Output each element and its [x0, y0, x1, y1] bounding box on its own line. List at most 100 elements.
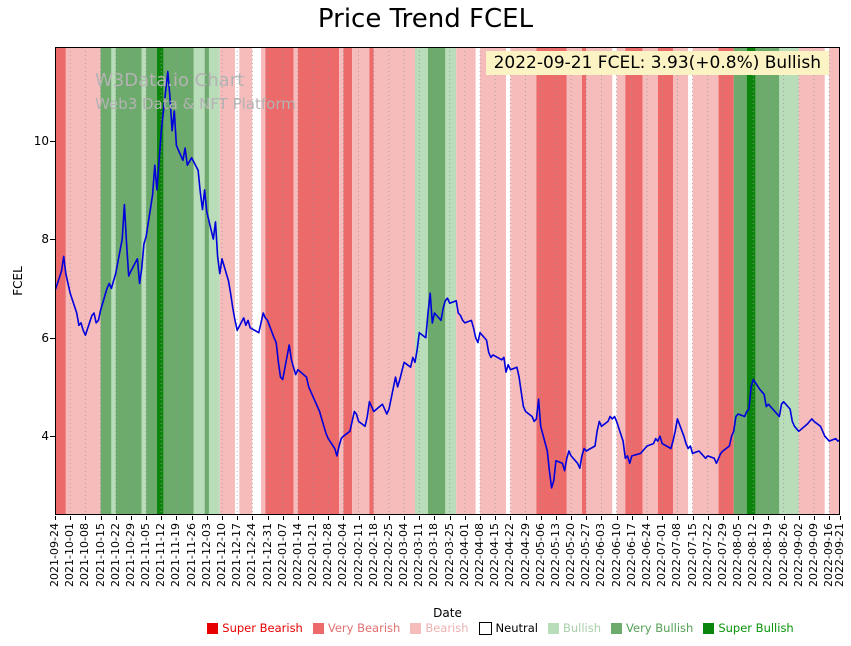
x-tick-label: 2021-11-26 — [184, 523, 198, 587]
x-tick-mark — [722, 516, 724, 520]
x-tick-mark — [707, 516, 709, 520]
x-tick-mark — [586, 516, 588, 520]
x-tick-label: 2021-10-01 — [63, 523, 77, 587]
sentiment-band-neutral — [252, 47, 261, 515]
sentiment-band-very_bullish — [100, 47, 112, 515]
x-tick-mark — [191, 516, 193, 520]
sentiment-band-very_bearish — [343, 47, 353, 515]
legend-label: Super Bearish — [222, 621, 303, 635]
x-tick-mark — [829, 516, 831, 520]
x-tick-label: 2022-03-11 — [412, 523, 426, 587]
x-tick-label: 2021-12-10 — [214, 523, 228, 587]
x-tick-label: 2021-10-15 — [93, 523, 107, 587]
x-tick-label: 2022-08-12 — [746, 523, 760, 587]
sentiment-band-very_bearish — [581, 47, 587, 515]
x-tick-label: 2022-07-08 — [670, 523, 684, 587]
x-tick-mark — [282, 516, 284, 520]
x-tick-mark — [555, 516, 557, 520]
x-tick-mark — [449, 516, 451, 520]
sentiment-band-very_bullish — [163, 47, 194, 515]
sentiment-band-bullish — [414, 47, 428, 515]
x-tick-mark — [70, 516, 72, 520]
sentiment-band-super_bullish — [746, 47, 756, 515]
x-tick-mark — [738, 516, 740, 520]
page-title: Price Trend FCEL — [317, 4, 534, 34]
legend-label: Super Bullish — [718, 621, 794, 635]
sentiment-band-bearish — [566, 47, 582, 515]
sentiment-band-bearish — [616, 47, 626, 515]
y-tick-mark — [50, 436, 55, 438]
legend-swatch-icon — [703, 622, 715, 634]
x-tick-label: 2022-04-01 — [457, 523, 471, 587]
x-tick-label: 2022-04-29 — [518, 523, 532, 587]
sentiment-band-very_bearish — [718, 47, 734, 515]
legend-label: Neutral — [495, 621, 538, 635]
watermark: W3Data.io Chart Web3 Data & NFT Platform — [95, 70, 296, 113]
x-tick-label: 2022-07-15 — [685, 523, 699, 587]
x-tick-mark — [434, 516, 436, 520]
price-line-fcel — [55, 70, 840, 489]
sentiment-band-bearish — [510, 47, 537, 515]
x-tick-label: 2021-10-22 — [108, 523, 122, 587]
sentiment-band-bearish — [293, 47, 298, 515]
price-annotation: 2022-09-21 FCEL: 3.93(+0.8%) Bullish — [485, 51, 829, 75]
plot-area — [55, 47, 840, 515]
x-tick-mark — [146, 516, 148, 520]
legend-label: Very Bullish — [626, 621, 694, 635]
legend-swatch-icon — [547, 622, 559, 634]
legend: Super Bearish Very Bearish Bearish Neutral B… — [150, 621, 851, 635]
x-tick-label: 2021-09-24 — [48, 523, 61, 587]
x-tick-label: 2022-01-28 — [321, 523, 335, 587]
x-tick-label: 2022-06-24 — [640, 523, 653, 587]
x-tick-mark — [358, 516, 360, 520]
legend-item-super-bullish: Super Bullish — [703, 621, 794, 635]
x-tick-mark — [343, 516, 345, 520]
x-tick-label: 2021-12-03 — [199, 523, 213, 587]
plot-border — [55, 47, 840, 515]
x-tick-mark — [404, 516, 406, 520]
x-tick-label: 2022-03-18 — [427, 523, 441, 587]
x-tick-mark — [753, 516, 755, 520]
x-tick-mark — [85, 516, 87, 520]
x-tick-label: 2022-08-19 — [761, 523, 775, 587]
sentiment-band-bearish — [65, 47, 101, 515]
x-tick-label: 2021-11-05 — [139, 523, 153, 587]
x-tick-label: 2022-04-15 — [488, 523, 502, 587]
x-tick-label: 2022-03-25 — [442, 523, 456, 587]
x-tick-label: 2022-05-06 — [533, 523, 547, 587]
x-tick-mark — [662, 516, 664, 520]
x-axis-label: Date — [433, 606, 462, 620]
legend-swatch-icon — [207, 622, 219, 634]
y-tick-mark — [50, 239, 55, 241]
x-tick-mark — [840, 516, 841, 520]
x-tick-label: 2021-11-12 — [154, 523, 168, 587]
x-tick-mark — [267, 516, 269, 520]
legend-swatch-icon — [410, 622, 422, 634]
x-tick-label: 2022-07-22 — [700, 523, 714, 587]
legend-item-bullish: Bullish — [547, 621, 601, 635]
sentiment-band-neutral — [824, 47, 830, 515]
x-tick-mark — [221, 516, 223, 520]
x-tick-label: 2022-08-26 — [776, 523, 790, 587]
x-tick-mark — [130, 516, 132, 520]
sentiment-band-bearish — [642, 47, 658, 515]
y-tick-label: 8 — [41, 232, 49, 247]
watermark-line-2: Web3 Data & NFT Platform — [95, 95, 296, 113]
legend-item-very-bearish: Very Bearish — [312, 621, 400, 635]
sentiment-band-very_bullish — [427, 47, 446, 515]
x-tick-label: 2022-08-05 — [731, 523, 745, 587]
sentiment-band-bearish — [373, 47, 415, 515]
x-tick-mark — [783, 516, 785, 520]
x-tick-mark — [813, 516, 815, 520]
sentiment-band-bearish — [261, 47, 266, 515]
x-tick-mark — [540, 516, 542, 520]
x-tick-label: 2022-01-14 — [290, 523, 304, 587]
sentiment-band-very_bearish — [536, 47, 567, 515]
sentiment-band-bearish — [456, 47, 476, 515]
sentiment-band-bearish — [798, 47, 825, 515]
x-tick-label: 2021-12-31 — [260, 523, 274, 587]
x-tick-mark — [510, 516, 512, 520]
sentiment-band-very_bearish — [657, 47, 674, 515]
x-tick-label: 2022-07-01 — [655, 523, 669, 587]
x-tick-label: 2022-05-20 — [564, 523, 578, 587]
